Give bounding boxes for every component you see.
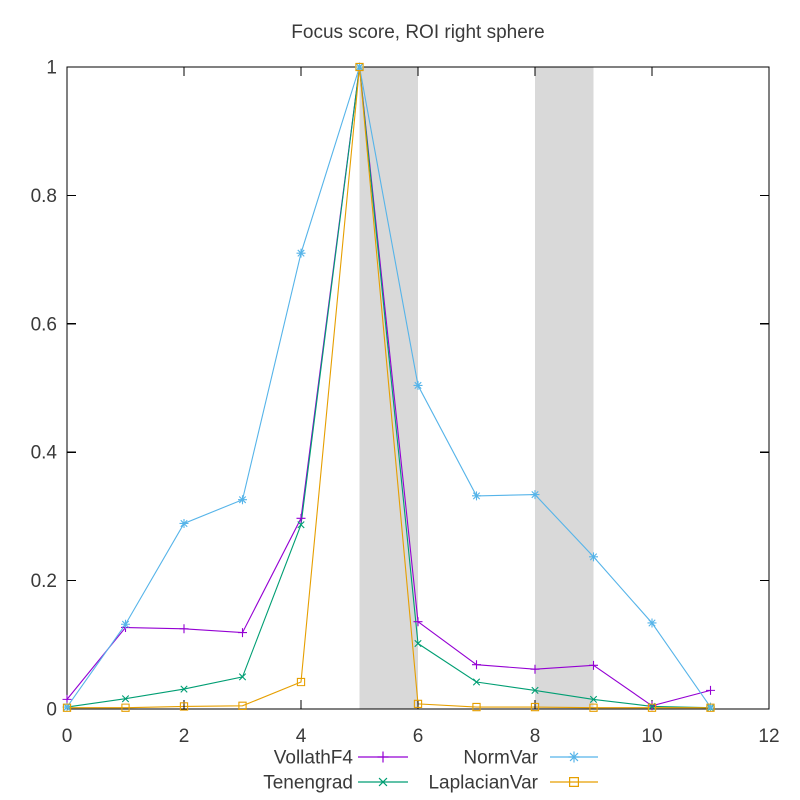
y-tick-label: 0.8: [31, 186, 57, 207]
y-tick-label: 0.6: [31, 314, 57, 335]
legend-label-NormVar: NormVar: [463, 748, 538, 769]
x-tick-label: 10: [641, 726, 662, 747]
x-tick-label: 8: [530, 726, 541, 747]
y-tick-label: 0: [46, 700, 57, 721]
highlight-band: [535, 67, 594, 709]
x-tick-label: 0: [62, 726, 73, 747]
y-tick-label: 1: [46, 58, 57, 79]
series-line-NormVar: [66, 66, 711, 708]
legend-asterisk-marker-icon-NormVar: [568, 751, 580, 763]
legend-label-Tenengrad: Tenengrad: [263, 773, 353, 794]
open-square-marker-icon-LaplacianVar: [62, 62, 715, 712]
y-tick-label: 0.4: [31, 443, 58, 464]
x-tick-label: 2: [179, 726, 190, 747]
legend-label-LaplacianVar: LaplacianVar: [428, 773, 538, 794]
x-tick-label: 6: [413, 726, 424, 747]
chart-title: Focus score, ROI right sphere: [291, 22, 544, 43]
x-tick-label: 12: [758, 726, 779, 747]
series-line-Tenengrad: [66, 66, 711, 709]
series-line-LaplacianVar: [67, 66, 711, 709]
series-line-VollathF4: [66, 66, 711, 707]
legend-label-VollathF4: VollathF4: [274, 748, 354, 769]
x-tick-label: 4: [296, 726, 307, 747]
legend-plus-marker-icon-VollathF4: [377, 751, 389, 763]
legend-open-square-marker-icon-LaplacianVar: [569, 777, 579, 787]
asterisk-marker-icon-NormVar: [62, 62, 715, 712]
y-tick-label: 0.2: [31, 571, 57, 592]
legend-cross-marker-icon-Tenengrad: [378, 777, 388, 787]
